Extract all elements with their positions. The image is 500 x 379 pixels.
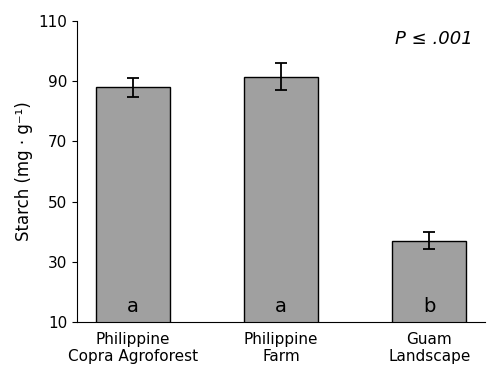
Y-axis label: Starch (mg · g⁻¹): Starch (mg · g⁻¹) (15, 102, 33, 241)
Text: a: a (275, 297, 287, 316)
Text: b: b (423, 297, 436, 316)
Text: a: a (127, 297, 138, 316)
Bar (392, 241, 466, 352)
Bar (244, 77, 318, 352)
Bar (96, 87, 170, 352)
Text: P ≤ .001: P ≤ .001 (395, 30, 473, 48)
